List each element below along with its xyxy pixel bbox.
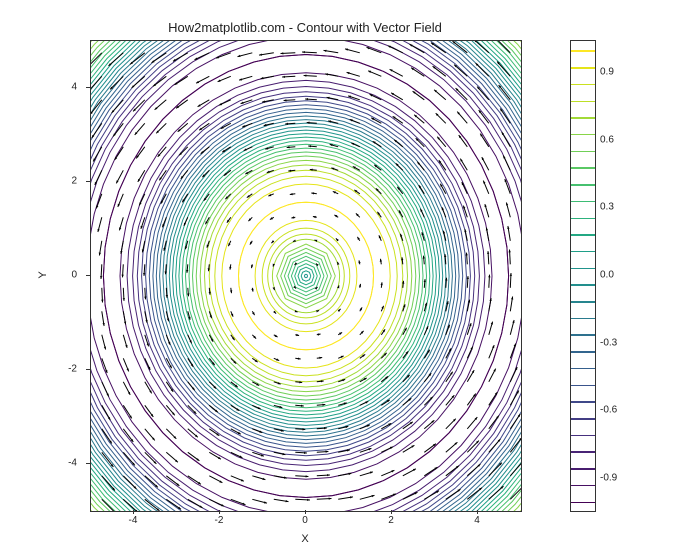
colorbar-line — [571, 101, 595, 103]
y-tick-label: -2 — [68, 364, 77, 375]
x-tick-mark — [219, 510, 220, 514]
colorbar-line — [571, 435, 595, 437]
y-tick-mark — [86, 463, 90, 464]
colorbar-line — [571, 368, 595, 370]
x-tick-mark — [305, 510, 306, 514]
colorbar — [570, 40, 596, 512]
x-tick-label: 4 — [474, 515, 480, 526]
chart-title: How2matplotlib.com - Contour with Vector… — [168, 20, 442, 35]
y-tick-mark — [86, 275, 90, 276]
x-tick-label: -4 — [129, 515, 138, 526]
colorbar-line — [571, 284, 595, 286]
y-tick-label: 0 — [71, 270, 77, 281]
colorbar-line — [571, 50, 595, 52]
y-tick-label: -4 — [68, 458, 77, 469]
colorbar-line — [571, 502, 595, 504]
colorbar-line — [571, 401, 595, 403]
colorbar-tick-label: 0.6 — [600, 134, 614, 145]
colorbar-line — [571, 134, 595, 136]
colorbar-line — [571, 301, 595, 303]
x-tick-label: 2 — [388, 515, 394, 526]
colorbar-line — [571, 334, 595, 336]
x-tick-mark — [133, 510, 134, 514]
colorbar-line — [571, 418, 595, 420]
colorbar-tick-label: 0.3 — [600, 202, 614, 213]
colorbar-line — [571, 351, 595, 353]
colorbar-line — [571, 468, 595, 470]
y-tick-label: 2 — [71, 176, 77, 187]
x-tick-label: 0 — [302, 515, 308, 526]
x-axis-label: X — [301, 533, 308, 545]
colorbar-line — [571, 67, 595, 69]
plot-area — [90, 40, 522, 512]
y-tick-mark — [86, 181, 90, 182]
colorbar-line — [571, 117, 595, 119]
colorbar-line — [571, 84, 595, 86]
colorbar-line — [571, 218, 595, 220]
y-axis-label: Y — [37, 271, 49, 278]
colorbar-tick-label: 0.0 — [600, 270, 614, 281]
colorbar-line — [571, 385, 595, 387]
colorbar-line — [571, 167, 595, 169]
colorbar-tick-label: -0.3 — [600, 337, 617, 348]
colorbar-line — [571, 234, 595, 236]
x-tick-mark — [391, 510, 392, 514]
colorbar-line — [571, 485, 595, 487]
colorbar-line — [571, 151, 595, 153]
colorbar-line — [571, 251, 595, 253]
y-tick-label: 4 — [71, 82, 77, 93]
colorbar-tick-label: -0.9 — [600, 473, 617, 484]
colorbar-line — [571, 201, 595, 203]
y-tick-mark — [86, 87, 90, 88]
contour-quiver-svg — [91, 41, 521, 511]
colorbar-line — [571, 318, 595, 320]
x-tick-mark — [477, 510, 478, 514]
x-tick-label: -2 — [215, 515, 224, 526]
colorbar-tick-label: -0.6 — [600, 405, 617, 416]
colorbar-line — [571, 184, 595, 186]
chart-container: How2matplotlib.com - Contour with Vector… — [0, 0, 700, 560]
colorbar-line — [571, 268, 595, 270]
colorbar-tick-label: 0.9 — [600, 66, 614, 77]
y-tick-mark — [86, 369, 90, 370]
colorbar-line — [571, 451, 595, 453]
